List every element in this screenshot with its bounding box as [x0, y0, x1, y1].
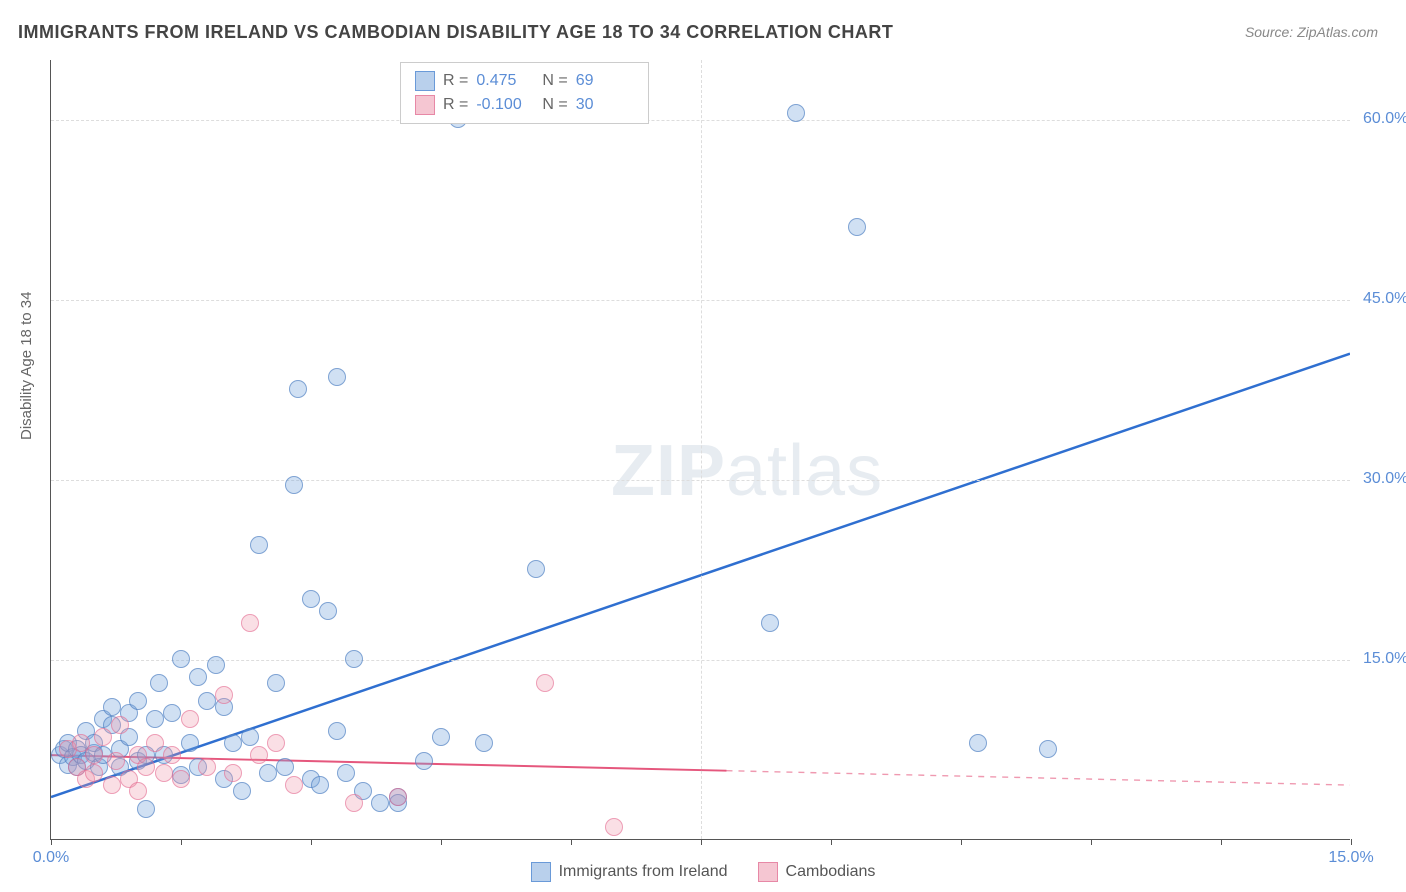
legend-r-label: R =: [443, 72, 468, 90]
watermark: ZIPatlas: [611, 430, 883, 512]
legend-row: R = 0.475 N = 69: [415, 69, 634, 93]
scatter-point: [85, 746, 103, 764]
scatter-point: [345, 650, 363, 668]
correlation-chart: IMMIGRANTS FROM IRELAND VS CAMBODIAN DIS…: [0, 0, 1406, 892]
gridline-v: [701, 60, 702, 839]
scatter-point: [137, 800, 155, 818]
scatter-point: [276, 758, 294, 776]
scatter-point: [345, 794, 363, 812]
scatter-point: [155, 764, 173, 782]
scatter-point: [787, 104, 805, 122]
legend-series-item: Cambodians: [758, 862, 876, 882]
legend-swatch: [415, 71, 435, 91]
legend-swatch: [531, 862, 551, 882]
y-tick-label: 15.0%: [1363, 650, 1406, 668]
scatter-point: [969, 734, 987, 752]
legend-n-label: N =: [542, 96, 567, 114]
scatter-point: [432, 728, 450, 746]
scatter-point: [111, 716, 129, 734]
scatter-point: [107, 752, 125, 770]
legend-r-value: -0.100: [476, 96, 534, 114]
scatter-point: [189, 668, 207, 686]
scatter-point: [527, 560, 545, 578]
scatter-point: [267, 734, 285, 752]
scatter-point: [103, 698, 121, 716]
y-tick-label: 60.0%: [1363, 110, 1406, 128]
scatter-point: [146, 710, 164, 728]
scatter-point: [848, 218, 866, 236]
scatter-point: [311, 776, 329, 794]
scatter-point: [137, 758, 155, 776]
scatter-point: [129, 692, 147, 710]
legend-r-label: R =: [443, 96, 468, 114]
scatter-point: [241, 614, 259, 632]
scatter-point: [250, 746, 268, 764]
scatter-point: [761, 614, 779, 632]
legend-swatch: [758, 862, 778, 882]
scatter-point: [250, 536, 268, 554]
scatter-point: [129, 782, 147, 800]
scatter-point: [163, 746, 181, 764]
legend-n-value: 69: [576, 72, 634, 90]
scatter-point: [389, 788, 407, 806]
scatter-point: [172, 770, 190, 788]
scatter-point: [181, 710, 199, 728]
scatter-point: [94, 728, 112, 746]
scatter-point: [103, 776, 121, 794]
scatter-point: [207, 656, 225, 674]
y-tick-label: 30.0%: [1363, 470, 1406, 488]
legend-n-label: N =: [542, 72, 567, 90]
scatter-point: [224, 764, 242, 782]
scatter-point: [337, 764, 355, 782]
scatter-point: [289, 380, 307, 398]
plot-area: ZIPatlas 15.0%30.0%45.0%60.0%0.0%15.0%: [50, 60, 1350, 840]
scatter-point: [415, 752, 433, 770]
chart-title: IMMIGRANTS FROM IRELAND VS CAMBODIAN DIS…: [18, 22, 893, 43]
scatter-point: [259, 764, 277, 782]
scatter-point: [328, 722, 346, 740]
scatter-point: [267, 674, 285, 692]
correlation-legend: R = 0.475 N = 69R = -0.100 N = 30: [400, 62, 649, 124]
scatter-point: [233, 782, 251, 800]
legend-r-value: 0.475: [476, 72, 534, 90]
scatter-point: [605, 818, 623, 836]
scatter-point: [163, 704, 181, 722]
legend-swatch: [415, 95, 435, 115]
scatter-point: [150, 674, 168, 692]
scatter-point: [1039, 740, 1057, 758]
y-tick-label: 45.0%: [1363, 290, 1406, 308]
scatter-point: [215, 686, 233, 704]
scatter-point: [181, 734, 199, 752]
scatter-point: [536, 674, 554, 692]
scatter-point: [371, 794, 389, 812]
scatter-point: [319, 602, 337, 620]
scatter-point: [198, 758, 216, 776]
scatter-point: [146, 734, 164, 752]
scatter-point: [475, 734, 493, 752]
scatter-point: [224, 734, 242, 752]
legend-series-item: Immigrants from Ireland: [531, 862, 728, 882]
scatter-point: [172, 650, 190, 668]
scatter-point: [285, 776, 303, 794]
scatter-point: [198, 692, 216, 710]
scatter-point: [285, 476, 303, 494]
legend-series-label: Cambodians: [786, 863, 876, 881]
legend-n-value: 30: [576, 96, 634, 114]
scatter-point: [241, 728, 259, 746]
legend-row: R = -0.100 N = 30: [415, 93, 634, 117]
scatter-point: [302, 590, 320, 608]
scatter-point: [85, 764, 103, 782]
series-legend: Immigrants from Ireland Cambodians: [0, 862, 1406, 882]
source-attribution: Source: ZipAtlas.com: [1245, 24, 1378, 40]
scatter-point: [328, 368, 346, 386]
legend-series-label: Immigrants from Ireland: [559, 863, 728, 881]
y-axis-label: Disability Age 18 to 34: [18, 292, 35, 440]
